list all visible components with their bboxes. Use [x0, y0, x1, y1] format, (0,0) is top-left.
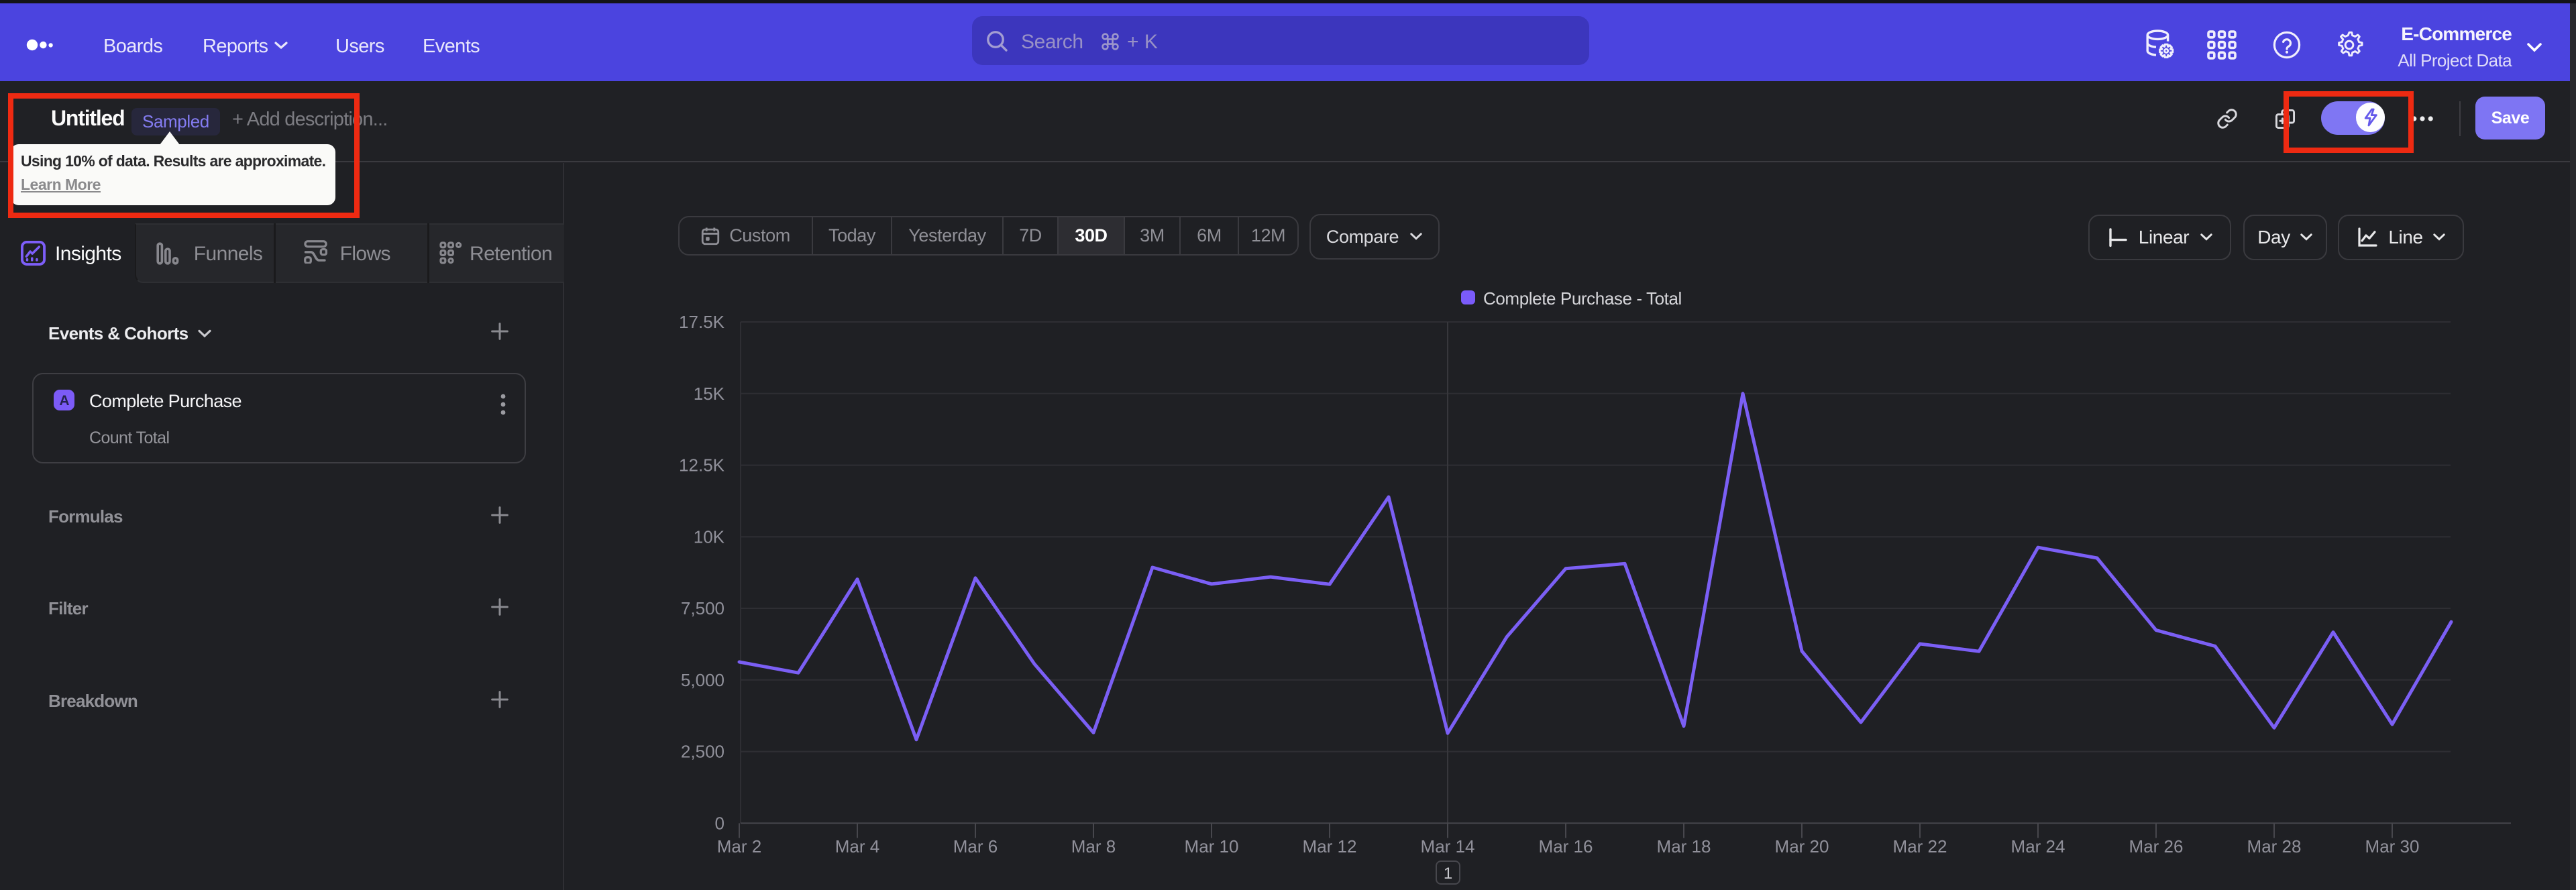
svg-text:Mar 22: Mar 22	[1893, 836, 1947, 856]
svg-text:Mar 18: Mar 18	[1657, 836, 1711, 856]
svg-text:Mar 10: Mar 10	[1185, 836, 1239, 856]
svg-text:5,000: 5,000	[681, 670, 724, 690]
svg-text:Mar 6: Mar 6	[953, 836, 998, 856]
svg-text:Mar 2: Mar 2	[717, 836, 761, 856]
svg-text:15K: 15K	[694, 384, 725, 404]
svg-text:12.5K: 12.5K	[679, 455, 725, 476]
svg-text:Mar 24: Mar 24	[2011, 836, 2065, 856]
svg-text:Mar 14: Mar 14	[1421, 836, 1475, 856]
svg-text:Mar 4: Mar 4	[835, 836, 879, 856]
svg-text:Mar 20: Mar 20	[1775, 836, 1829, 856]
svg-text:0: 0	[715, 813, 724, 833]
svg-text:Mar 26: Mar 26	[2129, 836, 2184, 856]
svg-text:Mar 28: Mar 28	[2247, 836, 2302, 856]
svg-text:Mar 12: Mar 12	[1303, 836, 1357, 856]
svg-text:10K: 10K	[694, 526, 725, 547]
svg-text:2,500: 2,500	[681, 742, 724, 762]
svg-text:7,500: 7,500	[681, 598, 724, 618]
svg-text:17.5K: 17.5K	[679, 312, 725, 332]
svg-text:Mar 8: Mar 8	[1071, 836, 1116, 856]
svg-text:Mar 16: Mar 16	[1539, 836, 1593, 856]
svg-text:Mar 30: Mar 30	[2365, 836, 2420, 856]
